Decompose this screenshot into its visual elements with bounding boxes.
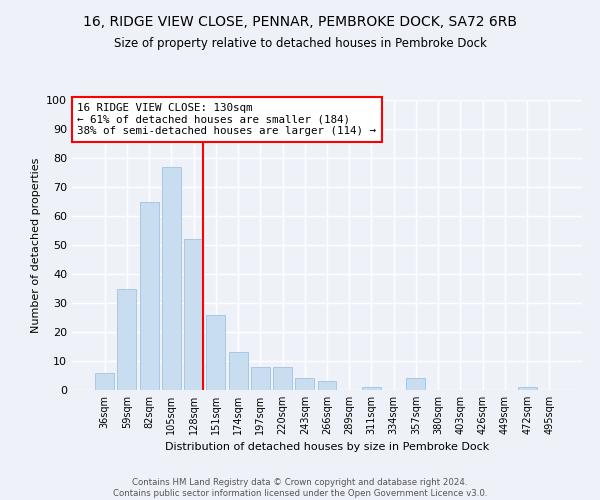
- Bar: [317, 382, 337, 390]
- Bar: [406, 378, 425, 390]
- Text: Distribution of detached houses by size in Pembroke Dock: Distribution of detached houses by size …: [165, 442, 489, 452]
- Bar: [295, 378, 314, 390]
- Bar: [95, 372, 114, 390]
- Bar: [362, 387, 381, 390]
- Bar: [140, 202, 158, 390]
- Text: 16 RIDGE VIEW CLOSE: 130sqm
← 61% of detached houses are smaller (184)
38% of se: 16 RIDGE VIEW CLOSE: 130sqm ← 61% of det…: [77, 103, 376, 136]
- Bar: [273, 367, 292, 390]
- Bar: [251, 367, 270, 390]
- Text: 16, RIDGE VIEW CLOSE, PENNAR, PEMBROKE DOCK, SA72 6RB: 16, RIDGE VIEW CLOSE, PENNAR, PEMBROKE D…: [83, 15, 517, 29]
- Bar: [184, 239, 203, 390]
- Text: Size of property relative to detached houses in Pembroke Dock: Size of property relative to detached ho…: [113, 38, 487, 51]
- Y-axis label: Number of detached properties: Number of detached properties: [31, 158, 41, 332]
- Bar: [518, 387, 536, 390]
- Bar: [229, 352, 248, 390]
- Bar: [162, 166, 181, 390]
- Bar: [118, 288, 136, 390]
- Bar: [206, 314, 225, 390]
- Text: Contains HM Land Registry data © Crown copyright and database right 2024.
Contai: Contains HM Land Registry data © Crown c…: [113, 478, 487, 498]
